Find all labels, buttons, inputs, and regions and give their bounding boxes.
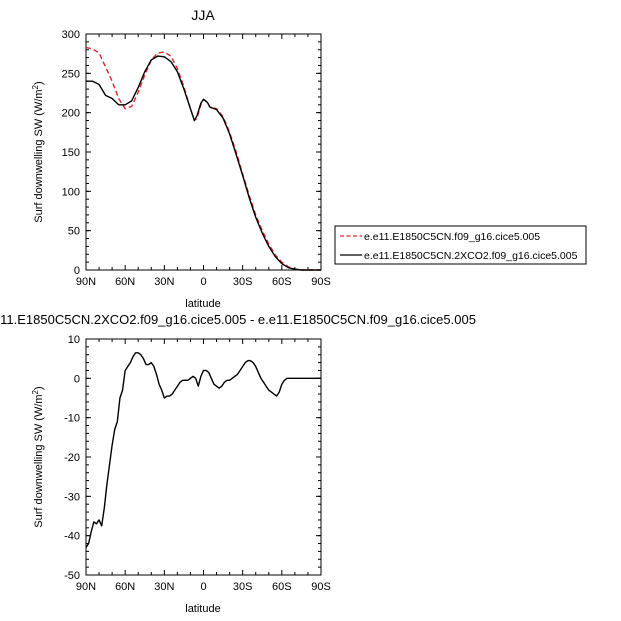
legend-label-2xco2: e.e11.E1850C5CN.2XCO2.f09_g16.cice5.005	[364, 250, 578, 262]
top-plot-axes: 90N 60N 30N 0 30S 60S 90S 0 50 100 150 200 250 300	[62, 29, 331, 288]
top-y-axis-label: Surf downwelling SW (W/m2)	[31, 81, 45, 222]
bottom-y-axis-label-end: )	[33, 386, 45, 390]
top-y-tick-label: 300	[62, 29, 80, 41]
top-y-tick-label: 0	[74, 265, 80, 277]
top-y-tick-label: 150	[62, 147, 80, 159]
bottom-x-tick-label: 30S	[233, 581, 253, 593]
top-x-tick-label: 90S	[311, 276, 331, 288]
top-y-axis-label-main: Surf downwelling SW (W/m	[33, 89, 45, 222]
legend: e.e11.E1850C5CN.f09_g16.cice5.005 e.e11.…	[334, 225, 587, 265]
top-series-line-1	[86, 55, 321, 271]
bottom-x-axis-label: latitude	[185, 603, 220, 615]
bottom-x-tick-label: 90N	[76, 581, 96, 593]
bottom-y-tick-label: -40	[64, 531, 80, 543]
bottom-y-tick-label: 10	[68, 334, 80, 346]
bottom-x-tick-label: 60N	[115, 581, 135, 593]
top-series-line-0	[85, 46, 321, 271]
bottom-panel-title: e.e11.E1850C5CN.2XCO2.f09_g16.cice5.005 …	[0, 312, 476, 327]
top-plot-lines	[85, 46, 321, 271]
top-y-axis-label-sup: 2	[31, 84, 40, 89]
top-y-axis-label-end: )	[33, 81, 45, 85]
top-x-tick-label: 60S	[272, 276, 292, 288]
legend-box	[334, 225, 587, 265]
top-y-tick-label: 50	[68, 226, 80, 238]
bottom-plot-lines	[85, 352, 321, 548]
top-y-tick-label: 200	[62, 108, 80, 120]
top-x-tick-label: 90N	[76, 276, 96, 288]
bottom-y-axis-label: Surf downwelling SW (W/m2)	[31, 386, 45, 527]
top-plot-frame	[85, 33, 322, 271]
bottom-panel: e.e11.E1850C5CN.2XCO2.f09_g16.cice5.005 …	[0, 312, 476, 615]
bottom-y-axis-label-main: Surf downwelling SW (W/m	[33, 394, 45, 527]
bottom-y-tick-label: -30	[64, 491, 80, 503]
top-y-tick-label: 100	[62, 186, 80, 198]
top-x-axis-label: latitude	[185, 298, 220, 310]
top-panel-title: JJA	[191, 7, 215, 23]
bottom-y-axis-label-sup: 2	[31, 389, 40, 394]
bottom-y-tick-label: -20	[64, 452, 80, 464]
bottom-x-tick-label: 90S	[311, 581, 331, 593]
top-x-tick-label: 60N	[115, 276, 135, 288]
bottom-y-tick-label: -50	[64, 570, 80, 582]
bottom-plot-frame	[85, 338, 322, 576]
top-y-tick-label: 250	[62, 68, 80, 80]
bottom-x-tick-label: 60S	[272, 581, 292, 593]
bottom-y-tick-label: 0	[74, 373, 80, 385]
bottom-y-tick-label: -10	[64, 413, 80, 425]
top-panel: JJA 90N 60N 30N 0 30S 60S 90S 0 50 100 150 200 250 30…	[31, 7, 587, 310]
top-x-tick-label: 30S	[233, 276, 253, 288]
bottom-series-line-0	[85, 352, 321, 548]
legend-label-control: e.e11.E1850C5CN.f09_g16.cice5.005	[364, 231, 540, 243]
bottom-x-tick-label: 0	[200, 581, 206, 593]
top-x-tick-label: 30N	[154, 276, 174, 288]
top-x-tick-label: 0	[200, 276, 206, 288]
bottom-x-tick-label: 30N	[154, 581, 174, 593]
bottom-plot-axes: 90N 60N 30N 0 30S 60S 90S 10 0 -10 -20 -30 -40 -50	[64, 334, 331, 593]
